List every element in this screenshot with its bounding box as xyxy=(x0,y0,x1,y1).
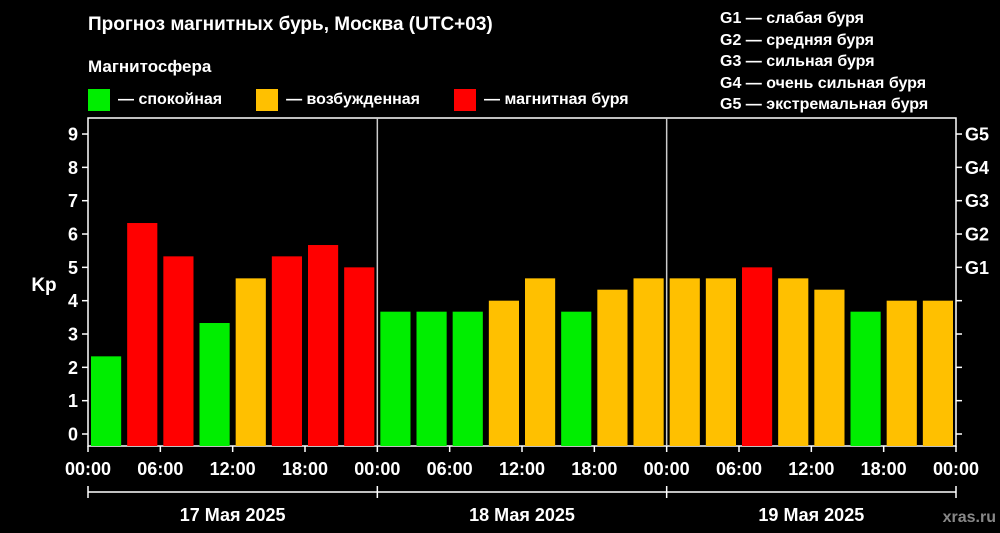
y-tick-label: 2 xyxy=(68,358,78,378)
x-tick-label: 12:00 xyxy=(210,459,256,479)
x-tick-label: 06:00 xyxy=(427,459,473,479)
y-tick-label: 7 xyxy=(68,191,78,211)
g-scale-label: G3 xyxy=(965,191,989,211)
kp-bar xyxy=(922,300,953,446)
kp-bar xyxy=(705,278,736,446)
kp-bar xyxy=(561,311,592,446)
legend-item-active: — возбужденная xyxy=(256,89,420,111)
x-tick-label: 06:00 xyxy=(716,459,762,479)
x-tick-label: 06:00 xyxy=(137,459,183,479)
legend-label-storm: — магнитная буря xyxy=(484,91,629,108)
y-tick-label: 8 xyxy=(68,158,78,178)
y-tick-label: 6 xyxy=(68,225,78,245)
kp-bar xyxy=(344,267,375,446)
legend-label-calm: — спокойная xyxy=(118,91,223,108)
kp-bar xyxy=(127,223,158,446)
legend-item-calm: — спокойная xyxy=(88,89,222,111)
g-legend-g1: G1 — слабая буря xyxy=(720,10,865,27)
y-tick-label: 3 xyxy=(68,325,78,345)
y-tick-label: 4 xyxy=(68,291,78,311)
kp-bar xyxy=(235,278,266,446)
kp-bar xyxy=(452,311,483,446)
x-tick-label: 18:00 xyxy=(861,459,907,479)
kp-bar xyxy=(850,311,881,446)
legend-swatch-calm xyxy=(88,89,110,111)
day-label: 17 Мая 2025 xyxy=(180,505,286,525)
kp-bar xyxy=(488,300,519,446)
kp-bar xyxy=(669,278,700,446)
legend-label-active: — возбужденная xyxy=(286,91,421,108)
watermark: xras.ru xyxy=(942,509,996,526)
y-tick-label: 0 xyxy=(68,425,78,445)
kp-bar xyxy=(814,289,845,446)
x-tick-label: 00:00 xyxy=(644,459,690,479)
kp-bar xyxy=(91,356,122,446)
day-label: 18 Мая 2025 xyxy=(469,505,575,525)
x-tick-label: 18:00 xyxy=(571,459,617,479)
x-tick-label: 00:00 xyxy=(354,459,400,479)
kp-bar xyxy=(163,256,194,446)
kp-bar xyxy=(380,311,411,446)
kp-bar xyxy=(271,256,302,446)
kp-bar xyxy=(778,278,809,446)
g-scale-label: G4 xyxy=(965,158,989,178)
kp-bar xyxy=(886,300,917,446)
g-scale-label: G5 xyxy=(965,125,989,145)
kp-bar xyxy=(525,278,556,446)
g-legend-g2: G2 — средняя буря xyxy=(720,31,874,49)
y-tick-label: 1 xyxy=(68,391,78,411)
kp-bar xyxy=(597,289,628,446)
kp-bar xyxy=(633,278,664,446)
kp-bar xyxy=(199,323,230,446)
kp-bar xyxy=(742,267,773,446)
x-tick-label: 12:00 xyxy=(499,459,545,479)
g-scale-label: G2 xyxy=(965,225,989,245)
y-tick-label: 5 xyxy=(68,258,78,278)
legend-title: Магнитосфера xyxy=(88,57,212,76)
day-label: 19 Мая 2025 xyxy=(758,505,864,525)
legend-item-storm: — магнитная буря xyxy=(454,89,629,111)
x-tick-label: 00:00 xyxy=(933,459,979,479)
g-legend-g3: G3 — сильная буря xyxy=(720,53,875,70)
status-legend: — спокойная — возбужденная — магнитная б… xyxy=(88,89,663,111)
legend-swatch-active xyxy=(256,89,279,111)
x-tick-label: 18:00 xyxy=(282,459,328,479)
g-scale-label: G1 xyxy=(965,258,989,278)
y-tick-label: 9 xyxy=(68,125,78,145)
x-tick-label: 00:00 xyxy=(65,459,111,479)
y-axis-label: Kp xyxy=(31,275,56,296)
legend-swatch-storm xyxy=(454,89,477,111)
g-scale-legend: G1 — слабая буря G2 — средняя буря G3 — … xyxy=(720,8,928,116)
chart-title: Прогноз магнитных бурь, Москва (UTC+03) xyxy=(88,14,493,35)
x-tick-label: 12:00 xyxy=(788,459,834,479)
kp-bar xyxy=(416,311,447,446)
kp-bar xyxy=(308,245,339,446)
g-legend-g4: G4 — очень сильная буря xyxy=(720,74,927,92)
g-legend-g5: G5 — экстремальная буря xyxy=(720,96,929,113)
